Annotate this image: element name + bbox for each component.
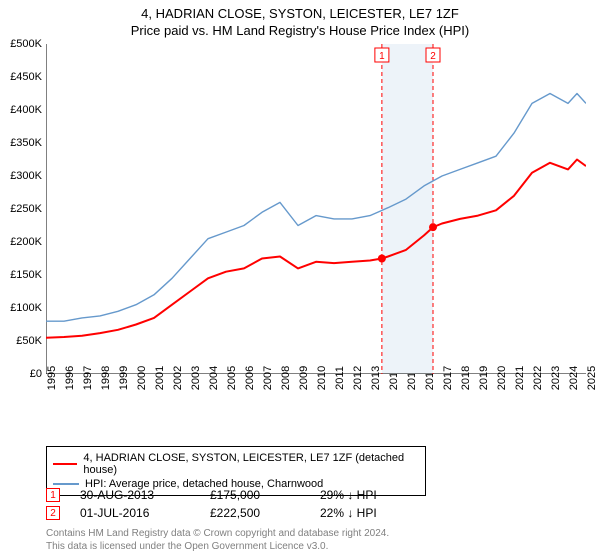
- y-tick-label: £50K: [16, 335, 42, 347]
- y-tick-label: £500K: [10, 38, 42, 50]
- y-axis: £0£50K£100K£150K£200K£250K£300K£350K£400…: [0, 44, 44, 374]
- chart-title: 4, HADRIAN CLOSE, SYSTON, LEICESTER, LE7…: [0, 0, 600, 21]
- legend-swatch: [53, 483, 79, 484]
- sale-date: 01-JUL-2016: [80, 506, 190, 520]
- chart-area: £0 £50K £100K £150K £200K £250K £300K £350K £400…: [0, 44, 600, 414]
- y-tick-label: £350K: [10, 137, 42, 149]
- legend-item: 4, HADRIAN CLOSE, SYSTON, LEICESTER, LE7…: [53, 451, 419, 477]
- sale-marker-icon: 1: [46, 488, 60, 502]
- x-axis: 1995199619971998199920002001200220032004…: [46, 376, 586, 412]
- sale-events: 1 30-AUG-2013 £175,000 29% ↓ HPI 2 01-JUL-201…: [46, 486, 410, 522]
- chart-subtitle: Price paid vs. HM Land Registry's House …: [0, 21, 600, 42]
- legend-label: 4, HADRIAN CLOSE, SYSTON, LEICESTER, LE7…: [83, 452, 419, 476]
- footer-line: Contains HM Land Registry data © Crown c…: [46, 528, 389, 541]
- sale-price: £175,000: [210, 488, 300, 502]
- series-price_paid: [46, 160, 586, 338]
- x-tick-label: 2025: [586, 366, 598, 390]
- svg-text:2: 2: [430, 51, 436, 62]
- sale-hpi-diff: 29% ↓ HPI: [320, 488, 410, 502]
- sale-row: 2 01-JUL-2016 £222,500 22% ↓ HPI: [46, 504, 410, 522]
- y-tick-label: £400K: [10, 104, 42, 116]
- y-tick-label: £0: [30, 368, 42, 380]
- y-tick-label: £450K: [10, 71, 42, 83]
- sale-marker-icon: 2: [46, 506, 60, 520]
- series-hpi: [46, 94, 586, 322]
- y-tick-label: £150K: [10, 269, 42, 281]
- sale-hpi-diff: 22% ↓ HPI: [320, 506, 410, 520]
- sale-row: 1 30-AUG-2013 £175,000 29% ↓ HPI: [46, 486, 410, 504]
- svg-text:1: 1: [379, 51, 385, 62]
- plot-area: 12: [46, 44, 586, 374]
- sale-date: 30-AUG-2013: [80, 488, 190, 502]
- footer-line: This data is licensed under the Open Gov…: [46, 541, 389, 554]
- sale-price: £222,500: [210, 506, 300, 520]
- y-tick-label: £300K: [10, 170, 42, 182]
- y-tick-label: £100K: [10, 302, 42, 314]
- attribution-footer: Contains HM Land Registry data © Crown c…: [46, 528, 389, 553]
- y-tick-label: £200K: [10, 236, 42, 248]
- legend-swatch: [53, 463, 77, 465]
- y-tick-label: £250K: [10, 203, 42, 215]
